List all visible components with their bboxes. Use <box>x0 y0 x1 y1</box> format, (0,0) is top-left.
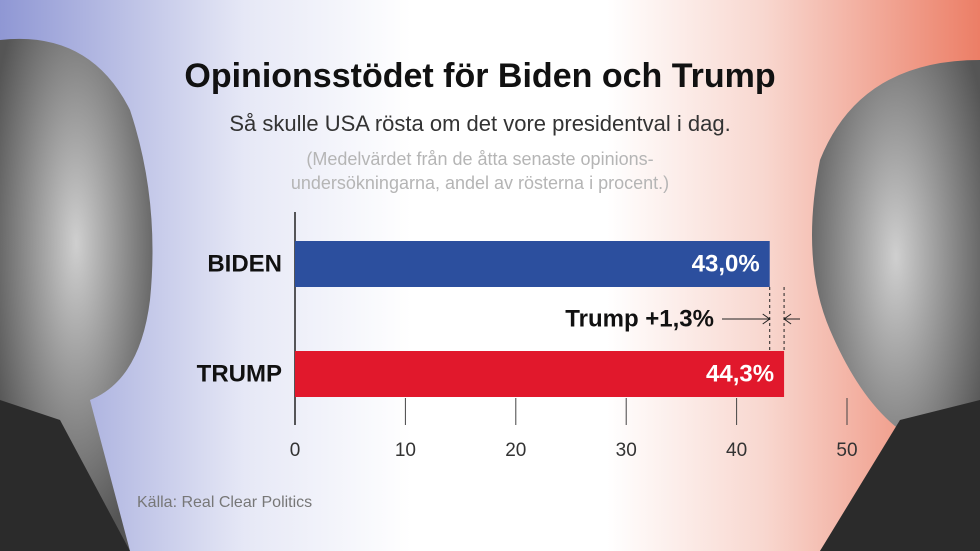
subtitle: Så skulle USA rösta om det vore presiden… <box>229 111 730 136</box>
category-label: BIDEN <box>207 250 282 277</box>
x-tick-label: 40 <box>726 440 747 461</box>
left-portrait <box>0 38 153 551</box>
value-label: 43,0% <box>692 250 760 277</box>
value-label: 44,3% <box>706 360 774 387</box>
x-tick-label: 10 <box>395 440 416 461</box>
arrow-head <box>762 313 771 325</box>
bar <box>295 351 785 397</box>
right-portrait <box>812 60 980 551</box>
source: Källa: Real Clear Politics <box>137 494 312 511</box>
note: undersökningarna, andel av rösterna i pr… <box>291 173 669 193</box>
arrow-head <box>783 313 792 325</box>
note: (Medelvärdet från de åtta senaste opinio… <box>306 149 653 169</box>
category-label: TRUMP <box>197 360 282 387</box>
x-tick-label: 20 <box>505 440 526 461</box>
x-tick-label: 30 <box>616 440 637 461</box>
x-tick-label: 50 <box>836 440 857 461</box>
bar <box>295 241 770 287</box>
annotation: Trump +1,3% <box>565 305 714 332</box>
x-tick-label: 0 <box>290 440 301 461</box>
chart-title: Opinionsstödet för Biden och Trump <box>184 57 775 95</box>
